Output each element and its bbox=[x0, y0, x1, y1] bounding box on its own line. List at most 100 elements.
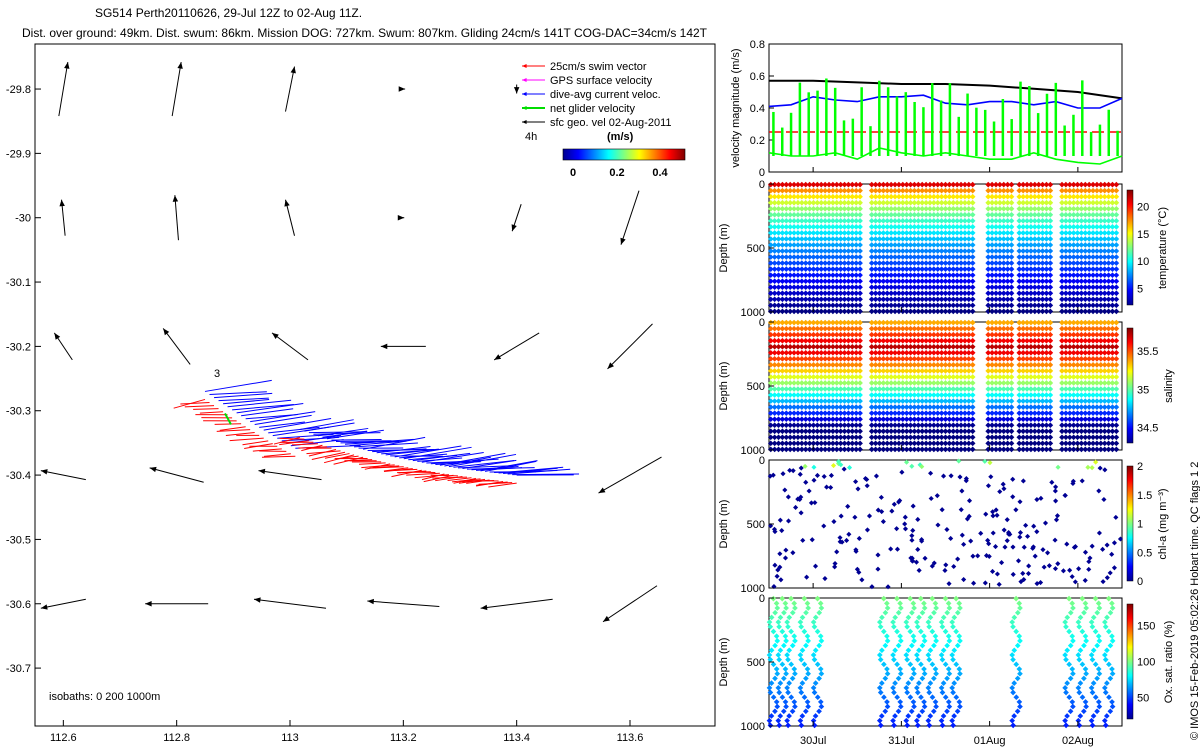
velocity-y-label: velocity magnitude (m/s) bbox=[730, 48, 742, 167]
profile-point bbox=[896, 272, 902, 278]
profile-point bbox=[822, 242, 828, 248]
profile-point bbox=[907, 199, 914, 206]
profile-point bbox=[868, 199, 875, 206]
current-vector bbox=[344, 438, 414, 445]
profile-point bbox=[845, 236, 852, 242]
profile-point bbox=[884, 236, 891, 242]
profile-point bbox=[802, 236, 809, 242]
profile-point bbox=[907, 284, 914, 291]
profile-point bbox=[915, 236, 922, 242]
profile-point bbox=[787, 254, 794, 260]
profile-point bbox=[884, 205, 891, 212]
swim-vector bbox=[242, 440, 269, 446]
map-y-tick-label: -30.3 bbox=[6, 406, 31, 418]
profile-point bbox=[799, 248, 805, 254]
profile-point bbox=[888, 230, 894, 236]
velocity-series-net-glider-velocity bbox=[768, 147, 1123, 165]
profile-point bbox=[899, 254, 906, 260]
profile-point bbox=[791, 224, 797, 230]
profile-point bbox=[795, 260, 801, 266]
profile-point bbox=[783, 302, 790, 309]
legend-swatch bbox=[522, 120, 545, 124]
profile-point bbox=[830, 224, 836, 230]
profile-point bbox=[841, 193, 848, 200]
profile-point bbox=[822, 181, 828, 188]
geostrophic-vector bbox=[284, 199, 295, 236]
map-x-tick-label: 112.8 bbox=[163, 732, 190, 744]
profile-point bbox=[767, 187, 774, 194]
profile-point bbox=[802, 278, 809, 285]
profile-point bbox=[783, 290, 790, 297]
profile-point bbox=[822, 302, 828, 309]
depth-label: Depth (m) bbox=[718, 638, 730, 687]
profile-point bbox=[915, 230, 922, 236]
profile-point bbox=[896, 211, 902, 218]
profile-point bbox=[799, 230, 805, 236]
profile-point bbox=[903, 266, 910, 272]
profile-point bbox=[783, 187, 790, 194]
swim-vector bbox=[298, 446, 327, 449]
geostrophic-vector bbox=[53, 332, 73, 361]
profile-point bbox=[791, 302, 797, 309]
profile-point bbox=[833, 272, 840, 278]
profile-point bbox=[837, 302, 844, 309]
profile-point bbox=[767, 181, 774, 188]
profile-point bbox=[830, 302, 836, 309]
profile-point bbox=[771, 236, 778, 242]
profile-point bbox=[892, 236, 898, 242]
profile-point bbox=[907, 260, 914, 266]
geostrophic-vector bbox=[172, 195, 179, 241]
profile-point bbox=[783, 266, 790, 272]
profile-point bbox=[907, 236, 914, 242]
profile-point bbox=[814, 248, 821, 254]
profile-point bbox=[911, 236, 918, 242]
profile-point bbox=[779, 272, 786, 278]
profile-point bbox=[888, 272, 894, 278]
profile-point bbox=[771, 211, 778, 218]
profile-point bbox=[853, 205, 860, 212]
profile-point bbox=[826, 218, 832, 224]
profile-point bbox=[915, 278, 922, 285]
profile-point bbox=[849, 236, 856, 242]
profile-point bbox=[799, 296, 805, 303]
profile-point bbox=[911, 224, 918, 230]
profile-point bbox=[791, 278, 797, 285]
profile-point bbox=[857, 224, 863, 230]
profile-point bbox=[799, 211, 805, 218]
profile-point bbox=[892, 296, 898, 303]
profile-point bbox=[849, 260, 856, 266]
profile-point bbox=[818, 193, 825, 200]
profile-point bbox=[857, 272, 863, 278]
profile-point bbox=[857, 205, 863, 212]
profile-point bbox=[818, 187, 825, 194]
profile-point bbox=[880, 199, 887, 206]
velocity-panel: 00.20.40.60.8 velocity magnitude (m/s) bbox=[730, 39, 1123, 179]
profile-point bbox=[799, 290, 805, 297]
current-vector bbox=[448, 453, 517, 468]
profile-point bbox=[841, 187, 848, 194]
profile-point bbox=[814, 224, 821, 230]
current-vector bbox=[227, 399, 292, 408]
profile-point bbox=[833, 254, 840, 260]
profile-point bbox=[872, 199, 879, 206]
profile-point bbox=[826, 199, 832, 206]
profile-point bbox=[787, 218, 794, 224]
profile-point bbox=[783, 272, 790, 278]
profile-point bbox=[911, 266, 918, 272]
profile-point bbox=[791, 211, 797, 218]
profile-point bbox=[841, 248, 848, 254]
profile-point bbox=[783, 218, 790, 224]
profile-point bbox=[915, 308, 922, 315]
profile-point bbox=[767, 296, 774, 303]
profile-point bbox=[833, 199, 840, 206]
profile-point bbox=[853, 290, 860, 297]
profile-point bbox=[814, 205, 821, 212]
profile-point bbox=[775, 260, 782, 266]
profile-point bbox=[849, 302, 856, 309]
profile-point bbox=[915, 272, 922, 278]
profile-point bbox=[896, 248, 902, 254]
profile-point bbox=[799, 272, 805, 278]
colorbar-tick-label: 2 bbox=[1137, 461, 1143, 473]
profile-point bbox=[830, 278, 836, 285]
